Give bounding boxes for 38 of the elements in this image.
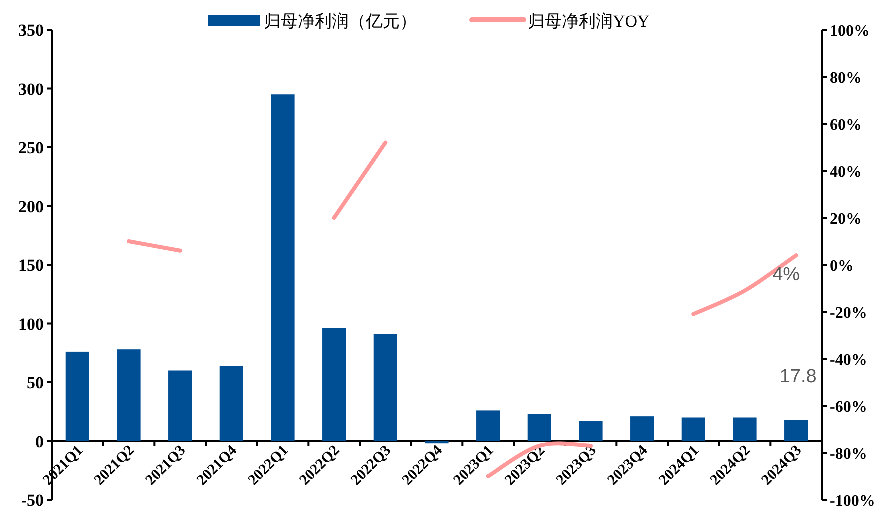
y2-tick-label: -100% [830,493,876,509]
bar [322,328,346,442]
data-label: 4% [772,264,800,286]
y-tick-label: 350 [18,21,44,40]
y-tick-label: -50 [21,491,44,509]
y2-tick-label: 20% [830,211,862,228]
bar [476,410,500,442]
y-tick-label: 100 [18,314,44,334]
y-tick-label: 250 [18,138,44,158]
y-tick-label: 0 [36,432,44,452]
bar [579,421,603,442]
bar [117,350,141,442]
bar [682,418,706,442]
bar [168,370,192,442]
bar [374,334,398,442]
bar [733,418,757,442]
bar [528,414,552,442]
y2-tick-label: 80% [830,70,862,87]
data-label: 17.8 [780,366,817,388]
y2-tick-label: 60% [830,117,862,134]
bar [630,416,654,442]
y-tick-label: 50 [27,374,44,392]
y2-tick-label: 0% [830,258,854,275]
y2-tick-label: -40% [830,352,868,369]
bar [271,94,295,442]
legend-label: 归母净利润（亿元） [264,12,417,31]
bar [66,352,90,442]
legend-label: 归母净利润YOY [528,12,650,31]
bar [784,420,808,442]
y2-tick-label: 100% [830,23,870,40]
y2-tick-label: -60% [830,399,868,416]
y-tick-label: 150 [18,256,44,275]
bar [220,366,244,442]
y2-tick-label: -80% [830,446,868,463]
y-tick-label: 300 [18,80,44,99]
y2-tick-label: -20% [830,305,868,322]
y-tick-label: 200 [18,197,44,216]
y2-tick-label: 40% [830,164,862,181]
